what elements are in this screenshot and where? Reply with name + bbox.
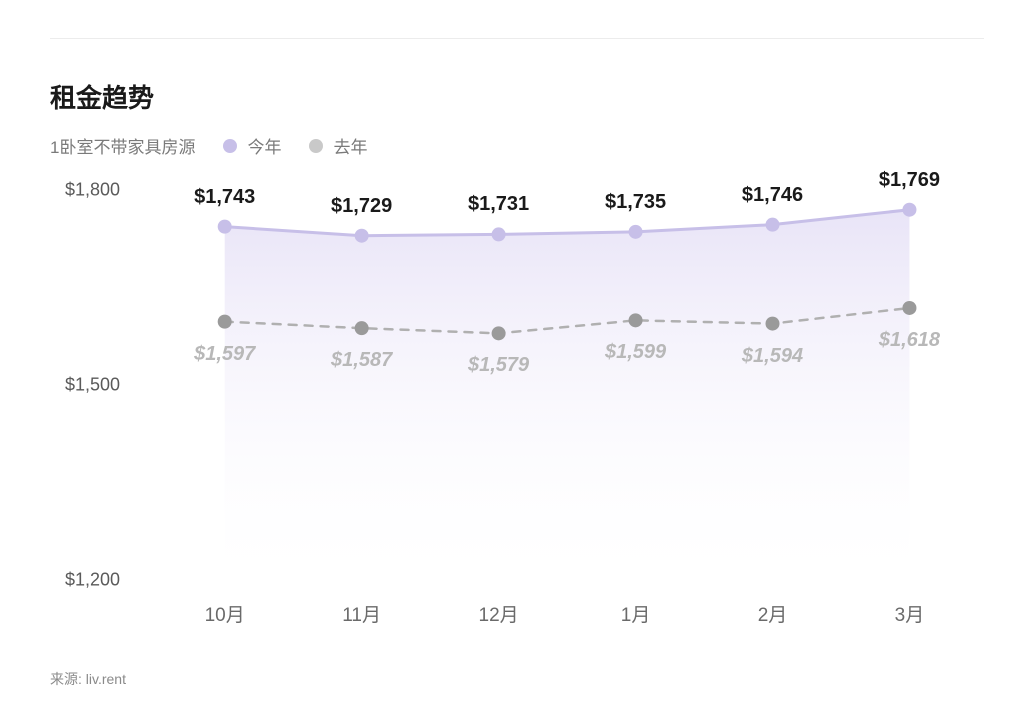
- legend-label-last-year: 去年: [333, 133, 367, 158]
- legend-label-this-year: 今年: [247, 133, 281, 158]
- x-axis-tick: 1月: [621, 600, 651, 627]
- x-axis-tick: 10月: [205, 600, 245, 627]
- data-label-last-year: $1,618: [879, 329, 940, 352]
- data-label-last-year: $1,599: [605, 341, 666, 364]
- x-axis-tick: 2月: [758, 600, 788, 627]
- divider: [50, 38, 984, 39]
- data-label-this-year: $1,729: [331, 195, 392, 218]
- chart-subhead: 1卧室不带家具房源 今年 去年: [50, 133, 980, 158]
- y-axis-tick: $1,200: [65, 570, 120, 591]
- data-label-this-year: $1,746: [742, 184, 803, 207]
- data-label-this-year: $1,735: [605, 191, 666, 214]
- legend-swatch-this-year: [223, 139, 237, 153]
- data-label-this-year: $1,731: [468, 193, 529, 216]
- data-label-last-year: $1,587: [331, 349, 392, 372]
- data-label-last-year: $1,597: [194, 343, 255, 366]
- data-label-last-year: $1,579: [468, 354, 529, 377]
- y-axis-tick: $1,800: [65, 179, 120, 200]
- data-label-this-year: $1,769: [879, 169, 940, 192]
- chart-svg: [150, 170, 980, 580]
- source-text: 来源: liv.rent: [50, 669, 126, 689]
- plot-area: $1,743 $1,729 $1,731 $1,735 $1,746 $1,769 $1,5…: [150, 170, 980, 580]
- y-axis-tick: $1,500: [65, 374, 120, 395]
- data-label-last-year: $1,594: [742, 345, 803, 368]
- x-axis-tick: 11月: [342, 600, 381, 627]
- x-axis-tick: 12月: [479, 600, 519, 627]
- chart-subtitle: 1卧室不带家具房源: [50, 133, 195, 158]
- x-axis-tick: 3月: [895, 600, 925, 627]
- legend-swatch-last-year: [309, 139, 323, 153]
- data-label-this-year: $1,743: [194, 186, 255, 209]
- x-axis: 10月 11月 12月 1月 2月 3月: [150, 590, 980, 640]
- chart-area: $1,800$1,500$1,200 $1,743$1,729$1,731$1,…: [50, 170, 980, 640]
- chart-title: 租金趋势: [50, 78, 980, 115]
- y-axis: $1,800$1,500$1,200: [50, 170, 130, 580]
- legend-last-year: 去年: [309, 133, 367, 158]
- chart-card: 租金趋势 1卧室不带家具房源 今年 去年 $1,800$1,500$1,200 …: [50, 78, 980, 640]
- legend-this-year: 今年: [223, 133, 281, 158]
